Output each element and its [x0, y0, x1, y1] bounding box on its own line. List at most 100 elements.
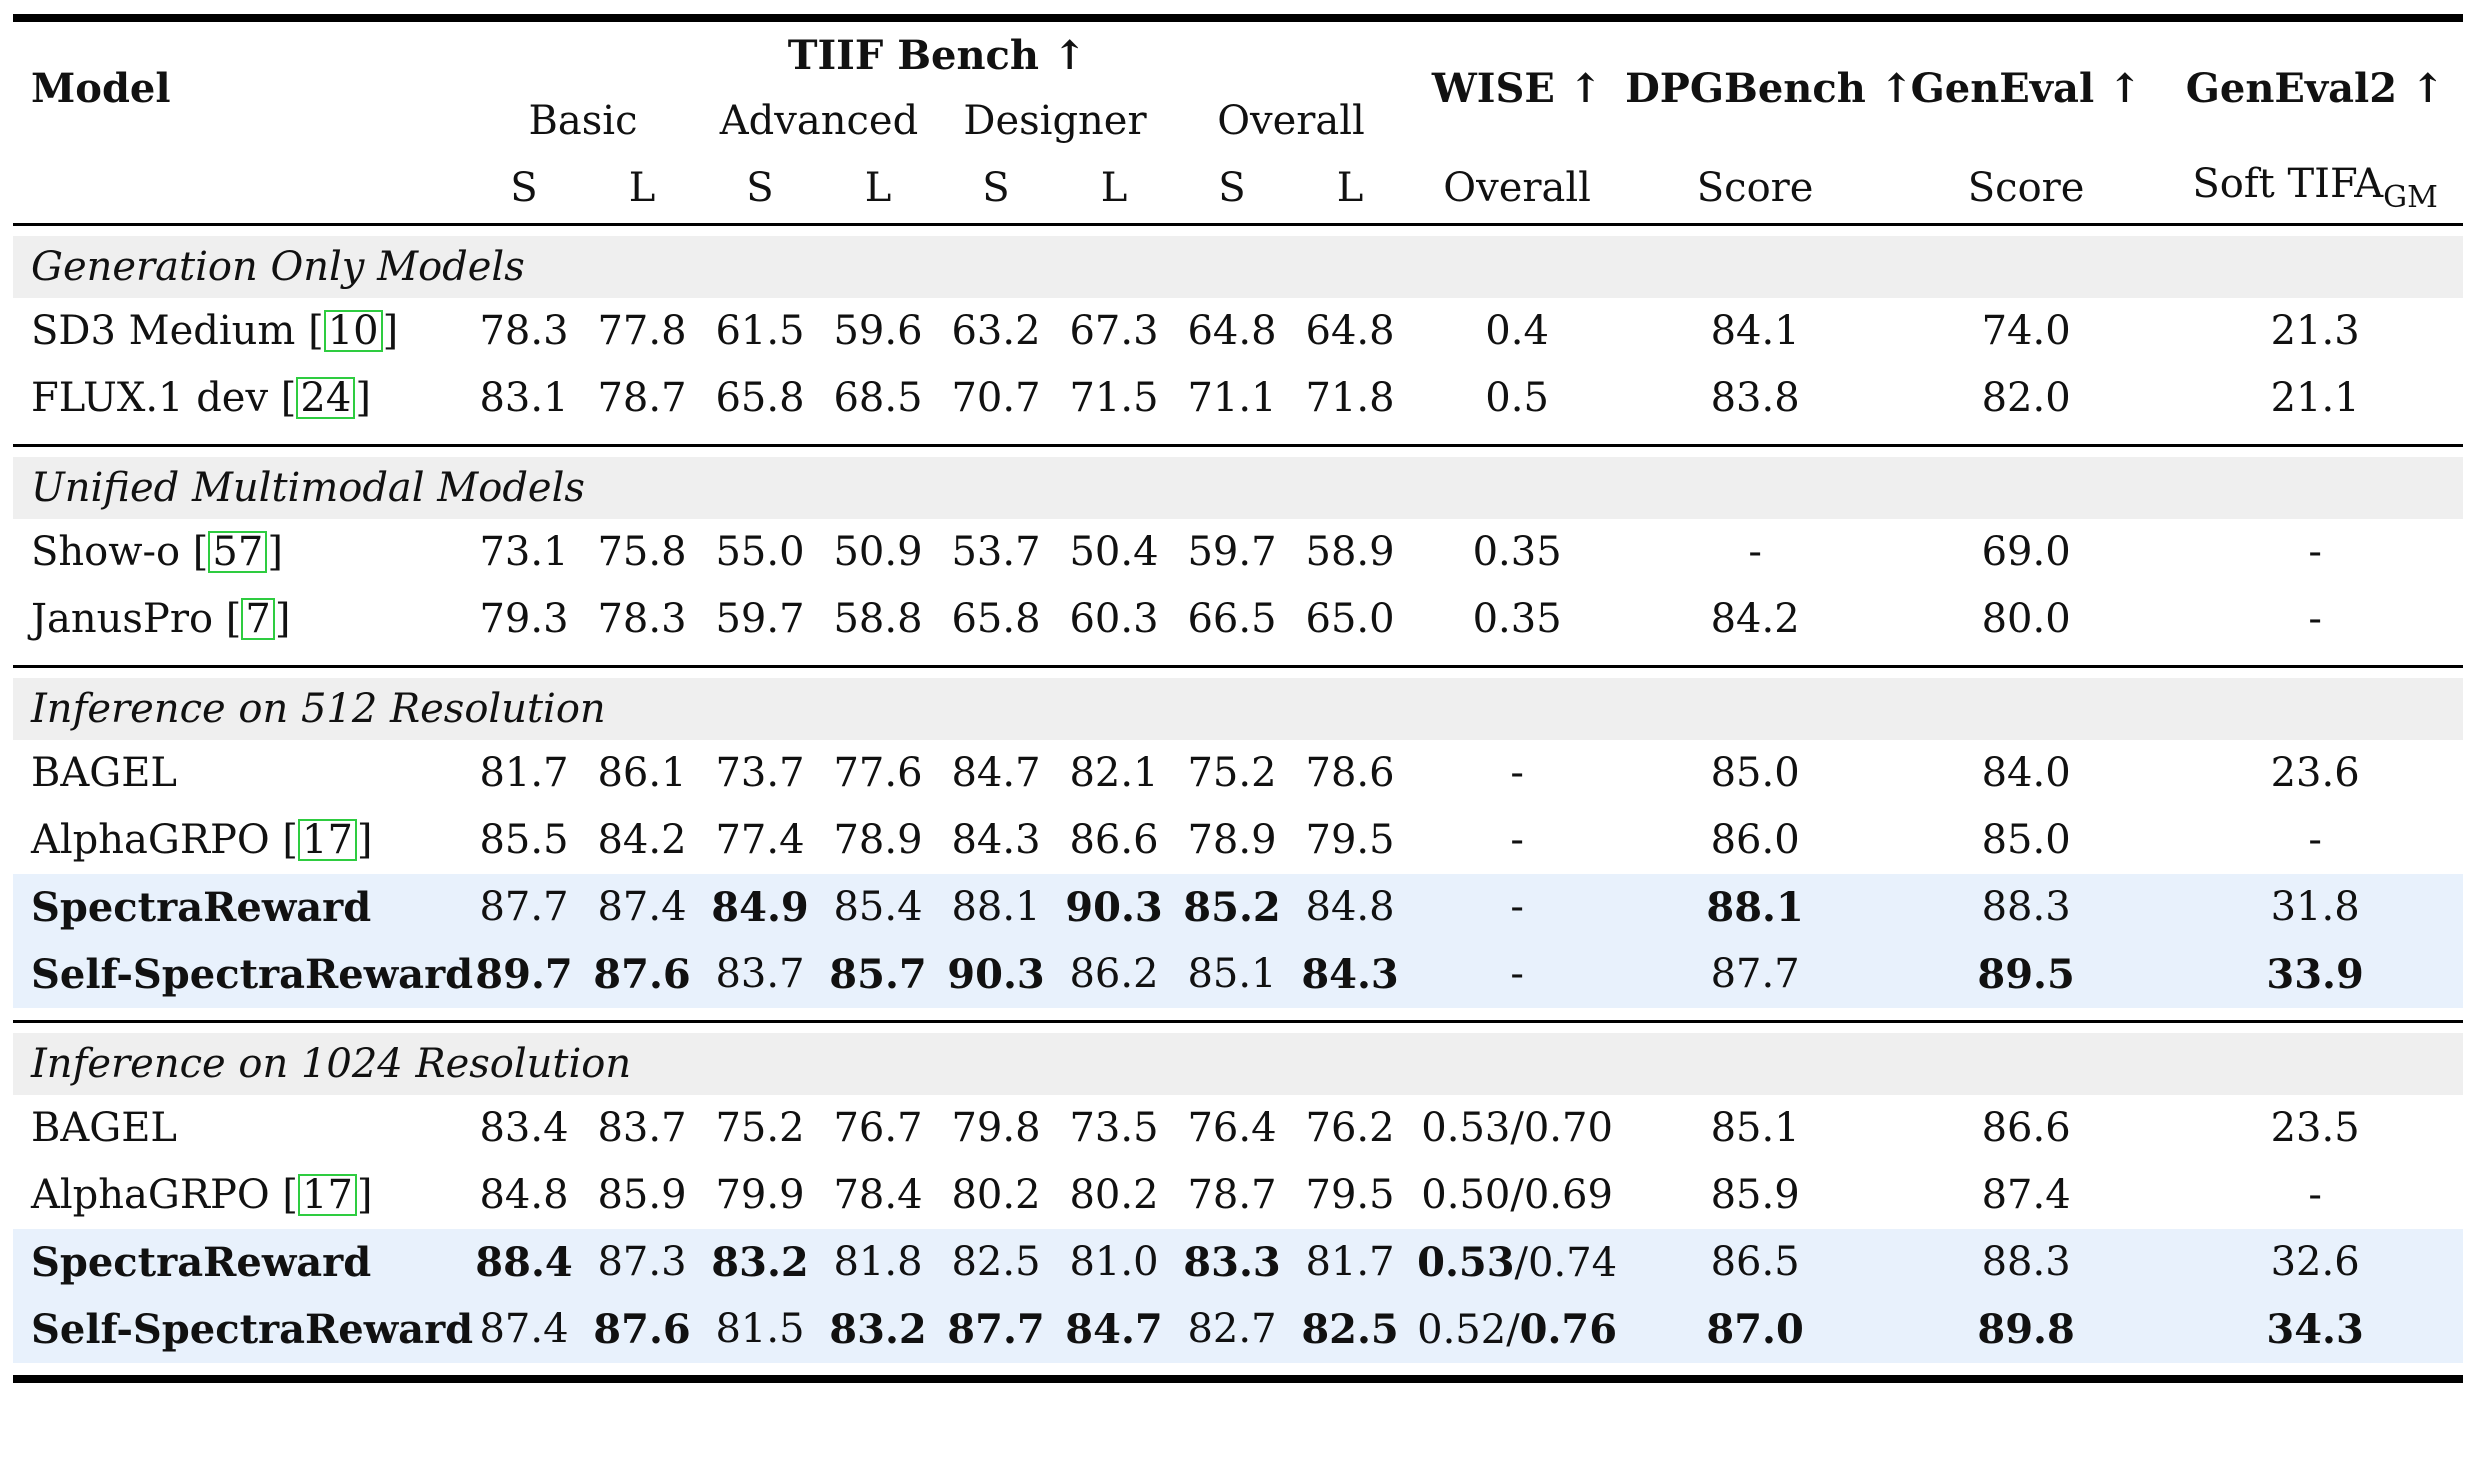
geneval2-subheader-text: Soft TIFA — [2192, 161, 2384, 208]
tiif-score-cell: 85.1 — [1173, 940, 1291, 1008]
table-row: SpectraReward 87.7 87.4 84.9 85.4 88.1 90.3 85.… — [13, 873, 2464, 941]
wise-score-cell: 0.5 — [1485, 375, 1549, 421]
tiif-score-cell: 79.5 — [1305, 817, 1395, 863]
tiif-score-cell: 78.7 — [597, 375, 687, 421]
wise-score-cell: 0.4 — [1485, 308, 1549, 354]
tiif-score-cell: 59.7 — [1187, 529, 1277, 575]
bracket: ] — [356, 817, 373, 863]
tiif-score-cell: 63.2 — [951, 308, 1041, 354]
tiif-score-cell: 71.5 — [1069, 375, 1159, 421]
tiif-score-cell: 86.2 — [1055, 940, 1173, 1008]
model-name: SpectraReward — [31, 883, 372, 931]
tiif-group-designer: Designer — [963, 98, 1147, 144]
tiif-score-cell: 82.5 — [1291, 1295, 1410, 1363]
sl-label: S — [982, 165, 1010, 212]
divider-cell — [13, 222, 2464, 236]
table-row: Self-SpectraReward 89.7 87.6 83.7 85.7 90.3 86… — [13, 940, 2464, 1008]
bracket: ] — [382, 308, 399, 354]
sl-label: S — [1218, 165, 1246, 212]
wise-score-cell: - — [1409, 873, 1626, 941]
tiif-score-cell: 84.9 — [701, 873, 819, 941]
tiif-score-cell: 73.7 — [715, 750, 805, 796]
geneval-score-cell: 86.6 — [1981, 1105, 2071, 1151]
geneval-score-cell: 87.4 — [1981, 1172, 2071, 1218]
model-header: Model — [31, 64, 171, 112]
section-divider — [13, 664, 2464, 678]
wise-score-cell: - — [1409, 940, 1626, 1008]
sl-label: L — [864, 165, 892, 212]
dpg-score-cell: 84.1 — [1710, 308, 1800, 354]
wise-score-part: 0.53 — [1417, 1238, 1515, 1286]
spacer-cell — [13, 1363, 2463, 1379]
tiif-score-cell: 67.3 — [1069, 308, 1159, 354]
section-title-row: Unified Multimodal Models — [13, 456, 2464, 519]
geneval-score-cell: 80.0 — [1981, 596, 2071, 642]
geneval2-score-cell: - — [2308, 596, 2322, 642]
geneval2-score-cell: 23.6 — [2270, 750, 2360, 796]
geneval-score-cell: 82.0 — [1981, 375, 2071, 421]
header-row-1: Model TIIF Bench ↑ WISE ↑ DPGBench ↑ Gen… — [13, 18, 2464, 112]
dpg-score-cell: - — [1748, 529, 1762, 575]
tiif-score-cell: 84.8 — [479, 1172, 569, 1218]
tiif-score-cell: 84.3 — [951, 817, 1041, 863]
bracket: ] — [355, 375, 371, 421]
geneval2-score-cell: 23.5 — [2270, 1105, 2360, 1151]
tiif-score-cell: 79.8 — [951, 1105, 1041, 1151]
citation-link[interactable]: 10 — [323, 310, 383, 352]
tiif-score-cell: 78.3 — [597, 596, 687, 642]
tiif-score-cell: 79.5 — [1305, 1172, 1395, 1218]
model-name: BAGEL — [31, 750, 177, 796]
table-body: Model TIIF Bench ↑ WISE ↑ DPGBench ↑ Gen… — [13, 18, 2464, 1379]
wise-score-cell: 0.50/0.69 — [1421, 1172, 1613, 1218]
citation-link[interactable]: 57 — [208, 531, 268, 573]
section-divider — [13, 443, 2464, 457]
sl-label: S — [510, 165, 538, 212]
model-name-cell: Self-SpectraReward — [13, 1295, 473, 1363]
citation-link[interactable]: 17 — [298, 819, 357, 861]
tiif-score-cell: 55.0 — [715, 529, 805, 575]
table-row: AlphaGRPO [17] 84.8 85.9 79.9 78.4 80.2 80.2 78… — [13, 1162, 2463, 1229]
geneval2-score-cell: 32.6 — [2167, 1228, 2464, 1296]
citation-link[interactable]: 7 — [241, 598, 275, 640]
tiif-score-cell: 78.9 — [833, 817, 923, 863]
tiif-score-cell: 87.7 — [465, 873, 583, 941]
tiif-score-cell: 73.1 — [479, 529, 569, 575]
tiif-score-cell: 86.1 — [597, 750, 687, 796]
tiif-score-cell: 85.9 — [597, 1172, 687, 1218]
geneval-score-cell: 84.0 — [1981, 750, 2071, 796]
header-row-2: Basic Advanced Designer Overall — [13, 88, 2463, 154]
tiif-group-basic: Basic — [528, 98, 638, 144]
tiif-score-cell: 81.0 — [1055, 1228, 1173, 1296]
tiif-score-cell: 87.4 — [465, 1295, 583, 1363]
tiif-score-cell: 90.3 — [937, 940, 1055, 1008]
tiif-score-cell: 64.8 — [1187, 308, 1277, 354]
tiif-score-cell: 71.1 — [1187, 375, 1277, 421]
tiif-score-cell: 85.4 — [819, 873, 937, 941]
tiif-score-cell: 78.3 — [479, 308, 569, 354]
model-name-cell: SpectraReward — [13, 1228, 465, 1296]
sl-label: L — [628, 165, 656, 212]
section-title-row: Generation Only Models — [13, 235, 2464, 298]
section-title: Inference on 512 Resolution — [13, 677, 2464, 740]
wise-header: WISE ↑ — [1431, 64, 1603, 112]
geneval2-score-cell: 33.9 — [2167, 940, 2464, 1008]
dpg-score-cell: 85.9 — [1710, 1172, 1800, 1218]
citation: [57] — [193, 529, 283, 575]
tiif-score-cell: 78.9 — [1187, 817, 1277, 863]
table-row: Self-SpectraReward 87.4 87.6 81.5 83.2 87.7 84… — [13, 1295, 2464, 1363]
citation: [24] — [281, 375, 371, 421]
citation-link[interactable]: 17 — [298, 1174, 357, 1216]
geneval2-score-cell: - — [2308, 529, 2322, 575]
tiif-score-cell: 84.8 — [1291, 873, 1410, 941]
tiif-score-cell: 82.5 — [937, 1228, 1055, 1296]
citation-link[interactable]: 24 — [296, 377, 356, 419]
model-name-cell: JanusPro [7] — [13, 586, 465, 653]
wise-score-cell: 0.53/0.70 — [1421, 1105, 1613, 1151]
bracket: [ — [225, 596, 242, 642]
model-name-cell: BAGEL — [13, 740, 465, 807]
section-title: Generation Only Models — [13, 235, 2464, 298]
tiif-score-cell: 79.3 — [479, 596, 569, 642]
tiif-score-cell: 83.2 — [819, 1295, 937, 1363]
geneval2-score-cell: - — [2308, 817, 2322, 863]
tiif-score-cell: 88.1 — [937, 873, 1055, 941]
